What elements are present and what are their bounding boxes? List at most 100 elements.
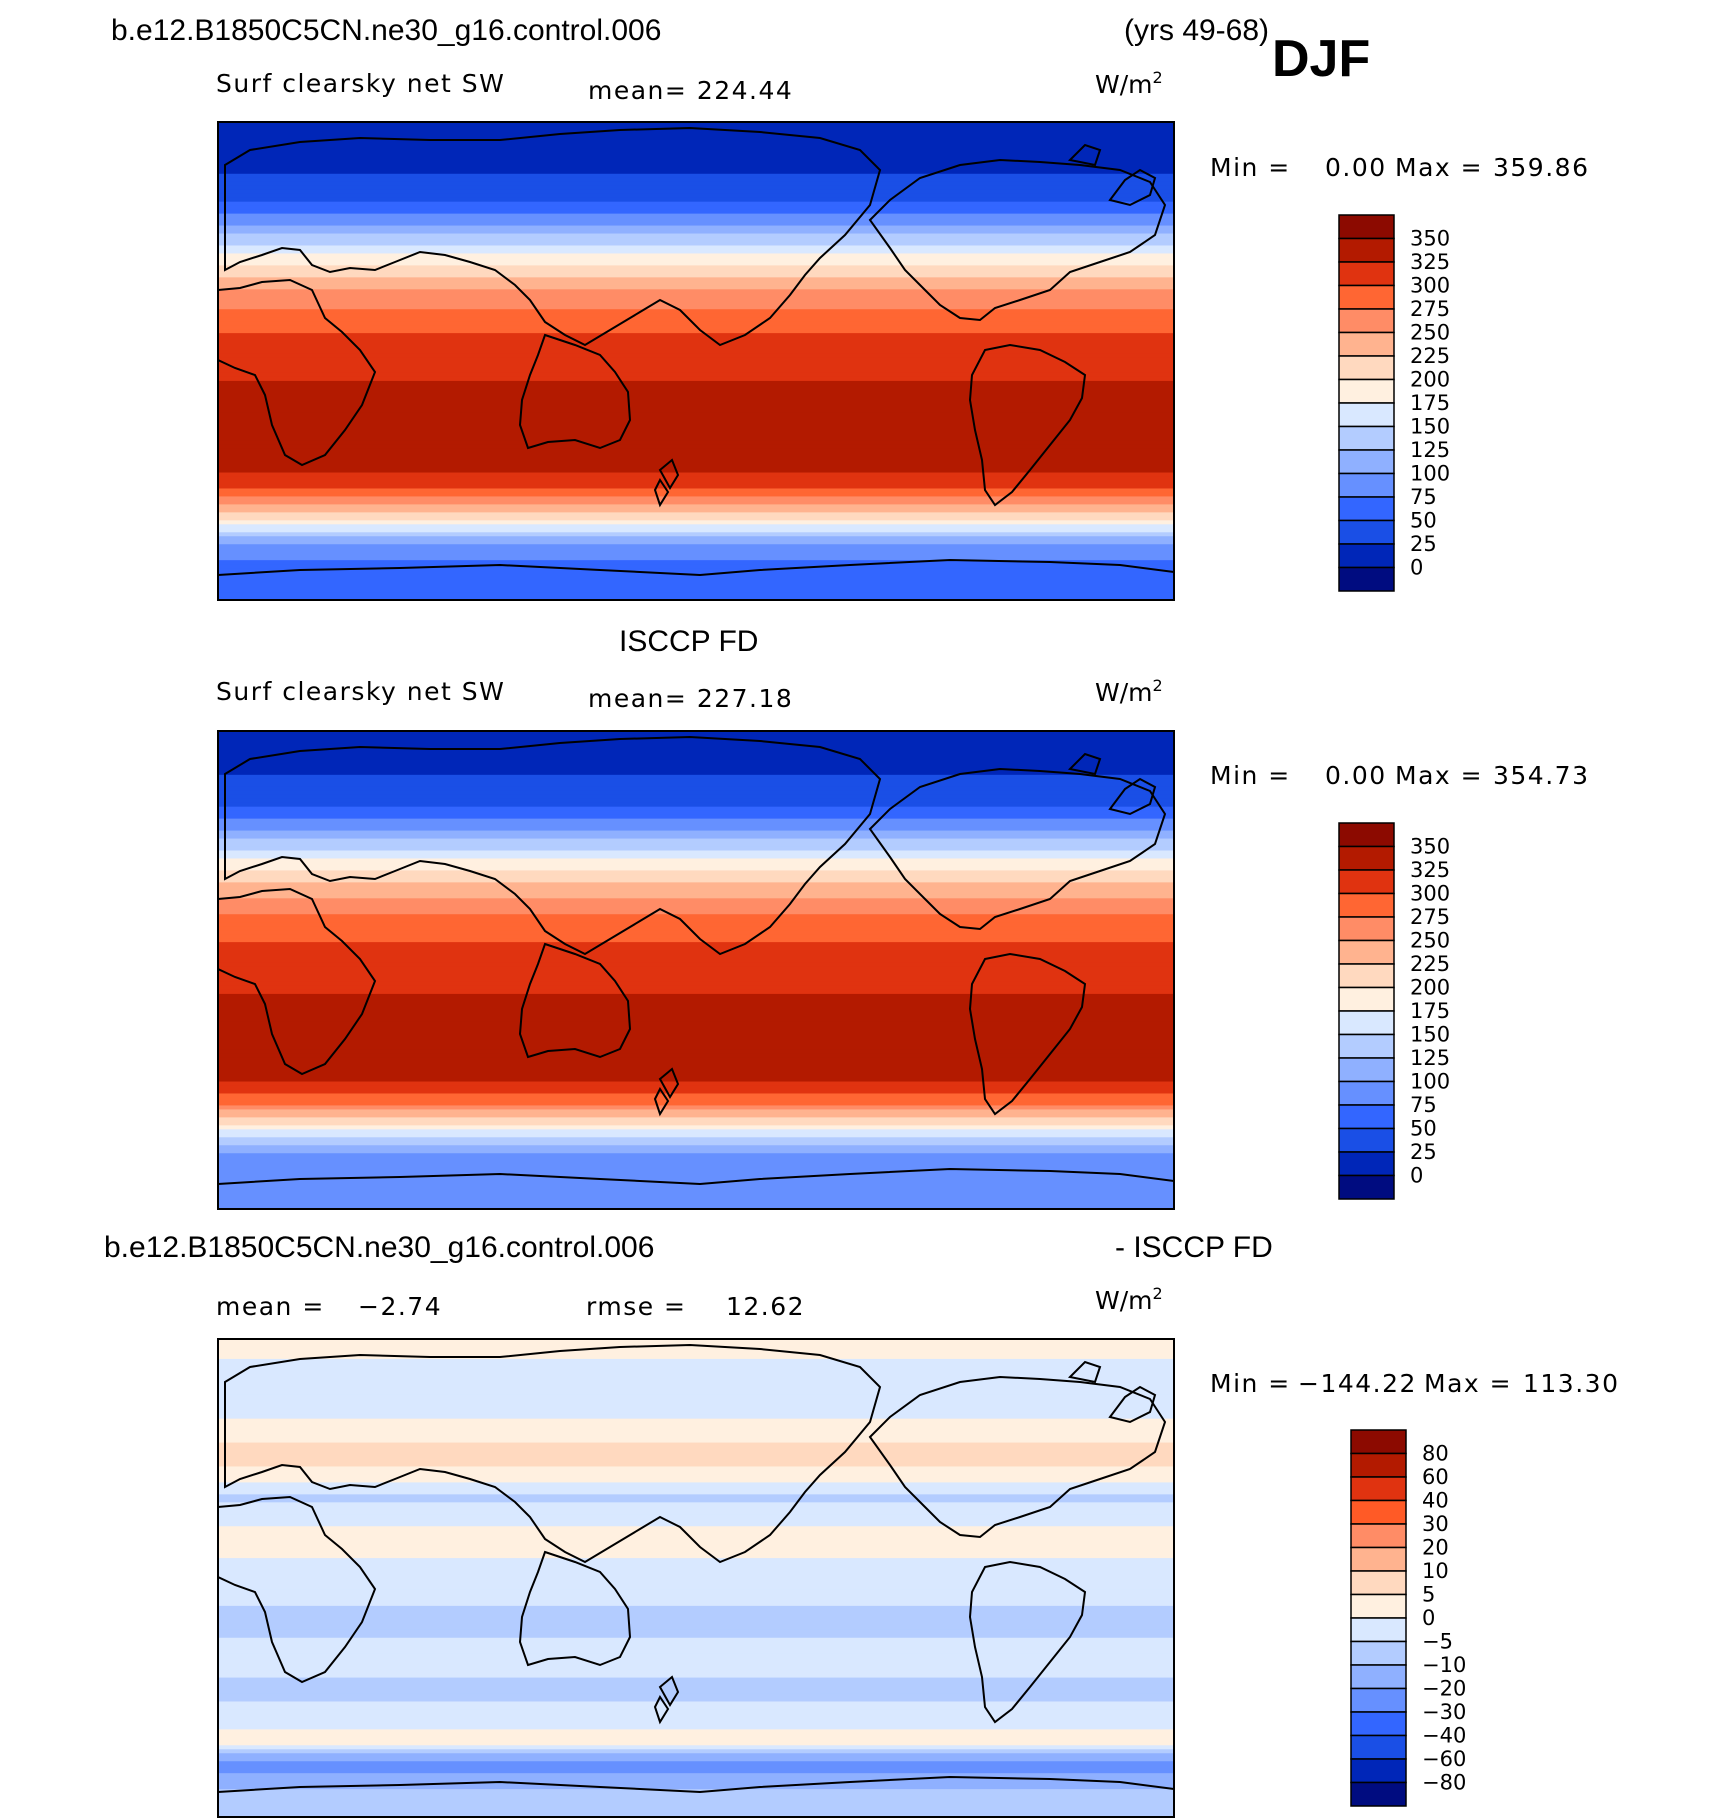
panel-diff-colorbar-swatch-1 bbox=[1350, 1452, 1407, 1478]
panel-model-map-band-83 bbox=[218, 452, 1174, 458]
panel-obs-map-band-66 bbox=[218, 993, 1174, 999]
panel-model-map-band-67 bbox=[218, 388, 1174, 394]
panel-model-map-band-64 bbox=[218, 376, 1174, 382]
panel-model-map-band-116 bbox=[218, 584, 1174, 589]
panel-obs-colorbar-swatch-5 bbox=[1338, 939, 1395, 965]
panel-diff-map-band-5 bbox=[218, 1358, 1174, 1364]
panel-model-map-band-28 bbox=[218, 233, 1174, 239]
panel-model-map-band-66 bbox=[218, 384, 1174, 390]
panel-model-map-band-50 bbox=[218, 321, 1174, 326]
panel-model-map-band-21 bbox=[218, 205, 1174, 211]
panel-obs-map-band-40 bbox=[218, 890, 1174, 895]
panel-obs-map-band-73 bbox=[218, 1021, 1174, 1027]
panel-diff-map-band-111 bbox=[218, 1781, 1174, 1786]
panel-diff-map-band-11 bbox=[218, 1382, 1174, 1388]
panel-diff-min-label: Min = bbox=[1210, 1369, 1291, 1398]
panel-diff-map-band-115 bbox=[218, 1797, 1174, 1802]
panel-diff-colorbar-tick-label: −20 bbox=[1422, 1677, 1466, 1701]
panel-model-map-band-107 bbox=[218, 548, 1174, 553]
panel-diff-map-band-12 bbox=[218, 1386, 1174, 1392]
panel-model-map-band-18 bbox=[218, 193, 1174, 199]
panel-diff-colorbar-swatch-0 bbox=[1350, 1429, 1407, 1455]
panel-diff-map-band-102 bbox=[218, 1745, 1174, 1750]
panel-model-colorbar-tick-label: 300 bbox=[1410, 274, 1450, 298]
panel-obs-map-band-22 bbox=[218, 818, 1174, 824]
panel-model-map-band-61 bbox=[218, 364, 1174, 370]
panel-model-map-band-25 bbox=[218, 221, 1174, 227]
panel-model-map-band-112 bbox=[218, 568, 1174, 573]
panel-model-map-band-87 bbox=[218, 468, 1174, 474]
panel-diff-colorbar-tick-label: −10 bbox=[1422, 1653, 1466, 1677]
panel-obs-map-band-112 bbox=[218, 1177, 1174, 1182]
panel-obs-map-band-42 bbox=[218, 898, 1174, 903]
panel-model-colorbar-tick-label: 350 bbox=[1410, 227, 1450, 251]
panel-model-map-band-117 bbox=[218, 588, 1174, 593]
panel-model-map-band-29 bbox=[218, 237, 1174, 243]
panel-model-map-band-24 bbox=[218, 217, 1174, 223]
panel-obs-map-band-72 bbox=[218, 1017, 1174, 1023]
panel-obs-map-band-51 bbox=[218, 934, 1174, 939]
panel-diff-map-band-116 bbox=[218, 1801, 1174, 1806]
panel-model-colorbar-swatch-10 bbox=[1338, 449, 1395, 475]
panel-diff: b.e12.B1850C5CN.ne30_g16.control.006 - I… bbox=[104, 1231, 1619, 1818]
panel-obs-colorbar-tick-label: 275 bbox=[1410, 905, 1450, 929]
panel-diff-colorbar-swatch-11 bbox=[1350, 1687, 1407, 1713]
panel-diff-map-band-75 bbox=[218, 1637, 1174, 1643]
panel-diff-colorbar-swatch-2 bbox=[1350, 1476, 1407, 1502]
panel-model-map-band-49 bbox=[218, 317, 1174, 322]
panel-obs-map-band-108 bbox=[218, 1161, 1174, 1166]
panel-diff-mean: mean = −2.74 bbox=[216, 1292, 442, 1321]
panel-diff-colorbar-swatch-6 bbox=[1350, 1570, 1407, 1596]
panel-obs-map-band-56 bbox=[218, 954, 1174, 959]
panel-diff-map-band-112 bbox=[218, 1785, 1174, 1790]
panel-obs-min-label: Min = bbox=[1210, 761, 1291, 790]
panel-diff-colorbar-tick-label: 0 bbox=[1422, 1606, 1435, 1630]
panel-model-frame bbox=[217, 121, 1175, 601]
panel-obs-map-band-100 bbox=[218, 1129, 1174, 1134]
panel-obs-map-band-30 bbox=[218, 850, 1174, 856]
panel-obs-map-band-37 bbox=[218, 878, 1174, 883]
panel-model-map-band-90 bbox=[218, 480, 1174, 486]
panel-obs-map-band-82 bbox=[218, 1057, 1174, 1063]
panel-model-map-band-93 bbox=[218, 492, 1174, 498]
panel-obs-map-band-48 bbox=[218, 922, 1174, 927]
panel-obs-map-band-71 bbox=[218, 1013, 1174, 1019]
panel-diff-map-band-84 bbox=[218, 1673, 1174, 1679]
panel-model-colorbar-tick-label: 125 bbox=[1410, 438, 1450, 462]
panel-model-map-band-26 bbox=[218, 225, 1174, 231]
panel-diff-map-band-38 bbox=[218, 1490, 1174, 1495]
panel-diff-map-band-28 bbox=[218, 1450, 1174, 1456]
panel-model-map-band-98 bbox=[218, 512, 1174, 517]
panel-obs-map-band-60 bbox=[218, 970, 1174, 975]
panel-diff-map-band-96 bbox=[218, 1721, 1174, 1726]
panel-diff-map-band-54 bbox=[218, 1554, 1174, 1559]
panel-obs-map-band-106 bbox=[218, 1153, 1174, 1158]
panel-obs-colorbar-tick-label: 200 bbox=[1410, 976, 1450, 1000]
panel-model-map-band-23 bbox=[218, 213, 1174, 219]
panel-obs-map-band-41 bbox=[218, 894, 1174, 899]
panel-model-map-band-63 bbox=[218, 372, 1174, 378]
panel-obs-colorbar-swatch-13 bbox=[1338, 1127, 1395, 1153]
panel-diff-map-band-91 bbox=[218, 1701, 1174, 1707]
panel-obs-map-band-76 bbox=[218, 1033, 1174, 1039]
panel-diff-map-band-58 bbox=[218, 1570, 1174, 1575]
panel-diff-map-band-69 bbox=[218, 1613, 1174, 1619]
panel-obs-map-band-35 bbox=[218, 870, 1174, 875]
panel-diff-map-band-35 bbox=[218, 1478, 1174, 1483]
panel-model-map-band-47 bbox=[218, 309, 1174, 314]
panel-model-map-band-8 bbox=[218, 153, 1174, 159]
panel-obs-units: W/m2 bbox=[1095, 676, 1163, 707]
panel-obs-map-band-26 bbox=[218, 834, 1174, 840]
panel-obs-mean: mean= 227.18 bbox=[588, 684, 793, 713]
panel-diff-stats: Min = −144.22 Max = 113.30 bbox=[1210, 1369, 1619, 1398]
panel-model-map-band-39 bbox=[218, 277, 1174, 282]
panel-model-colorbar-swatch-8 bbox=[1338, 402, 1395, 428]
panel-obs-map-band-118 bbox=[218, 1201, 1174, 1206]
panel-diff-map-band-20 bbox=[218, 1418, 1174, 1424]
panel-model-map-band-15 bbox=[218, 181, 1174, 187]
panel-model-map-band-32 bbox=[218, 249, 1174, 255]
panel-model-map-band-34 bbox=[218, 257, 1174, 263]
panel-model-map-band-6 bbox=[218, 145, 1174, 151]
